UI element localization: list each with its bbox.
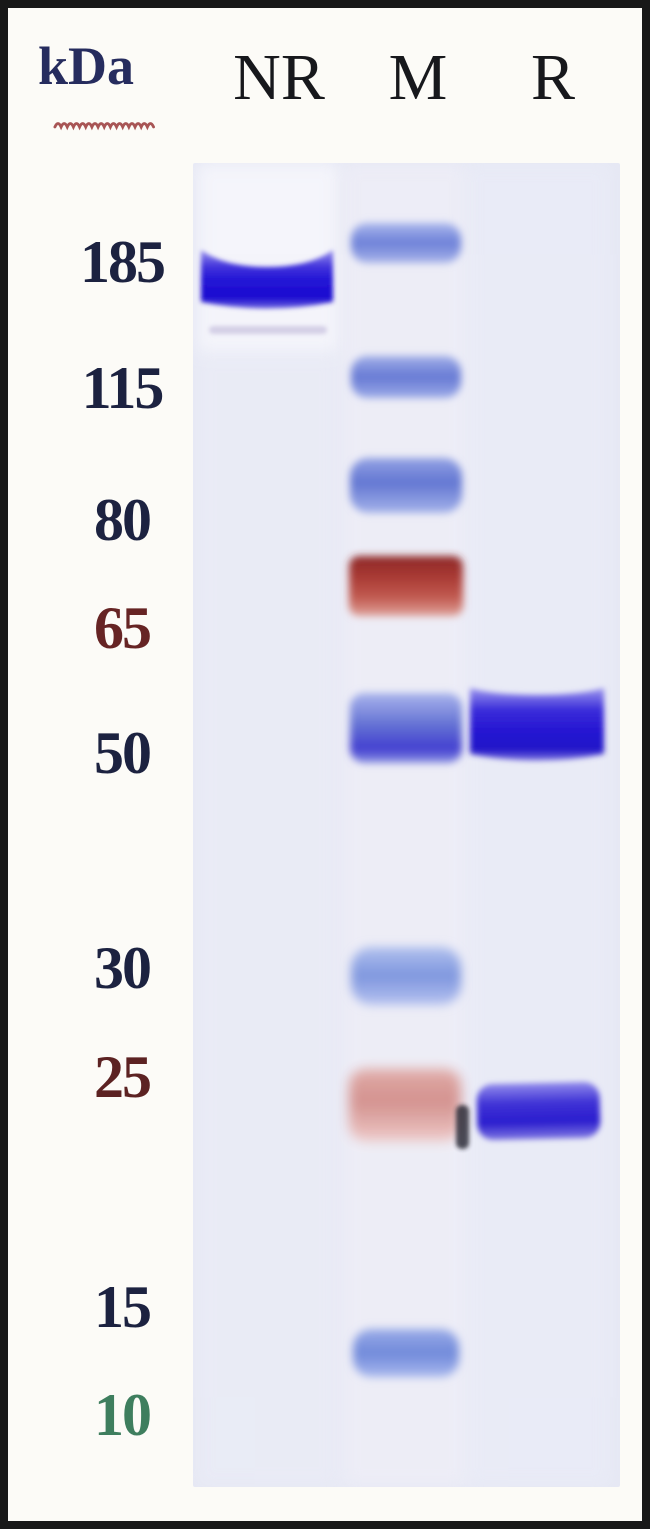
gel-image — [193, 163, 620, 1487]
band-M-30 — [351, 947, 461, 1005]
marker-label-50: 50 — [94, 720, 152, 786]
lane-tint-NR-top — [197, 163, 339, 353]
marker-label-15: 15 — [94, 1274, 152, 1340]
kda-unit-text: kDa — [37, 36, 135, 96]
gel-bands-svg — [197, 163, 611, 1487]
band-NR-140-faint — [209, 326, 327, 334]
marker-label-30: 30 — [94, 935, 152, 1001]
band-M-65 — [349, 556, 463, 616]
lane-header-nr: NR — [233, 41, 325, 114]
lane-header-m: M — [388, 41, 448, 114]
band-R-23-speck — [456, 1105, 469, 1149]
lane-tint-NR — [197, 353, 339, 1487]
band-M-15 — [353, 1329, 459, 1377]
band-R-55 — [470, 688, 604, 761]
kda-unit-label: kDa — [26, 36, 155, 131]
lane-header-r: R — [530, 41, 576, 114]
squiggle-path — [53, 122, 155, 131]
marker-label-115: 115 — [81, 355, 165, 421]
band-M-25 — [349, 1069, 461, 1141]
marker-label-80: 80 — [94, 487, 152, 553]
band-M-50 — [350, 693, 462, 763]
marker-label-10: 10 — [94, 1382, 152, 1448]
marker-label-25: 25 — [94, 1044, 152, 1110]
band-NR-180 — [201, 250, 333, 309]
band-M-115 — [351, 356, 461, 398]
band-R-23 — [476, 1081, 601, 1141]
lane-tint-R — [465, 163, 611, 1487]
marker-label-185: 185 — [80, 229, 166, 295]
band-M-185 — [351, 223, 461, 263]
squiggle-underline-icon — [53, 122, 155, 131]
marker-label-65: 65 — [94, 595, 152, 661]
band-M-80 — [350, 458, 462, 513]
